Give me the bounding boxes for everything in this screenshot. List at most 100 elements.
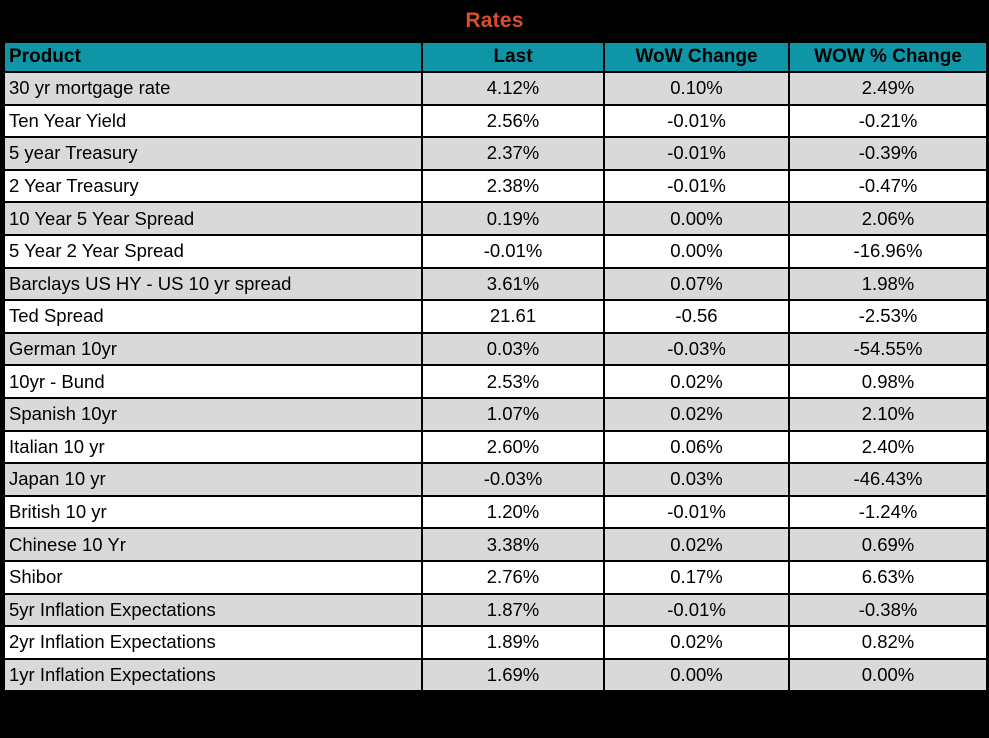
- wow-change-cell: 0.10%: [603, 71, 790, 106]
- title-band: Rates: [0, 0, 989, 41]
- wow-pct-change-cell: 0.00%: [788, 657, 988, 693]
- wow-change-cell: 0.17%: [603, 559, 790, 595]
- column-header-wow-pct-change: WOW % Change: [788, 41, 988, 73]
- wow-change-cell: -0.01%: [603, 168, 790, 204]
- last-cell: 1.07%: [421, 396, 605, 432]
- table-row: 2 Year Treasury 2.38% -0.01% -0.47%: [3, 168, 988, 204]
- table-row: 1yr Inflation Expectations 1.69% 0.00% 0.00…: [3, 657, 988, 693]
- last-cell: 2.60%: [421, 429, 605, 465]
- last-cell: 0.03%: [421, 331, 605, 367]
- wow-pct-change-cell: -0.21%: [788, 103, 988, 139]
- product-cell: 2 Year Treasury: [3, 168, 423, 204]
- table-row: Spanish 10yr 1.07% 0.02% 2.10%: [3, 396, 988, 432]
- wow-change-cell: 0.02%: [603, 527, 790, 562]
- wow-pct-change-cell: -2.53%: [788, 299, 988, 334]
- table-row: Chinese 10 Yr 3.38% 0.02% 0.69%: [3, 527, 988, 562]
- wow-pct-change-cell: 0.82%: [788, 625, 988, 660]
- wow-change-cell: -0.01%: [603, 592, 790, 628]
- last-cell: 2.53%: [421, 364, 605, 399]
- last-cell: -0.01%: [421, 233, 605, 269]
- product-cell: Italian 10 yr: [3, 429, 423, 465]
- product-cell: 5 year Treasury: [3, 136, 423, 171]
- last-cell: 1.69%: [421, 657, 605, 693]
- wow-change-cell: 0.02%: [603, 364, 790, 399]
- column-header-last: Last: [421, 41, 605, 73]
- product-cell: 10 Year 5 Year Spread: [3, 201, 423, 236]
- wow-change-cell: 0.00%: [603, 233, 790, 269]
- product-cell: Spanish 10yr: [3, 396, 423, 432]
- table-row: 5yr Inflation Expectations 1.87% -0.01% -0.…: [3, 592, 988, 628]
- table-row: Ted Spread 21.61 -0.56 -2.53%: [3, 299, 988, 334]
- wow-change-cell: 0.03%: [603, 462, 790, 497]
- wow-pct-change-cell: 1.98%: [788, 266, 988, 302]
- last-cell: 3.61%: [421, 266, 605, 302]
- table-row: British 10 yr 1.20% -0.01% -1.24%: [3, 494, 988, 530]
- last-cell: 0.19%: [421, 201, 605, 236]
- rates-data-table: Product Last WoW Change WOW % Change 30 …: [3, 41, 988, 693]
- wow-pct-change-cell: -0.39%: [788, 136, 988, 171]
- wow-pct-change-cell: -46.43%: [788, 462, 988, 497]
- wow-pct-change-cell: 2.10%: [788, 396, 988, 432]
- table-row: 5 year Treasury 2.37% -0.01% -0.39%: [3, 136, 988, 171]
- product-cell: 30 yr mortgage rate: [3, 71, 423, 106]
- table-title: Rates: [465, 8, 524, 32]
- wow-pct-change-cell: 2.49%: [788, 71, 988, 106]
- table-body: 30 yr mortgage rate 4.12% 0.10% 2.49% Ten Ye…: [3, 71, 988, 693]
- product-cell: 5yr Inflation Expectations: [3, 592, 423, 628]
- product-cell: Shibor: [3, 559, 423, 595]
- table-row: Japan 10 yr -0.03% 0.03% -46.43%: [3, 462, 988, 497]
- last-cell: 2.76%: [421, 559, 605, 595]
- header-row: Product Last WoW Change WOW % Change: [3, 41, 988, 73]
- wow-pct-change-cell: -0.47%: [788, 168, 988, 204]
- wow-change-cell: 0.00%: [603, 201, 790, 236]
- wow-pct-change-cell: -0.38%: [788, 592, 988, 628]
- product-cell: Chinese 10 Yr: [3, 527, 423, 562]
- wow-pct-change-cell: 2.40%: [788, 429, 988, 465]
- product-cell: German 10yr: [3, 331, 423, 367]
- wow-pct-change-cell: 0.98%: [788, 364, 988, 399]
- table-row: Italian 10 yr 2.60% 0.06% 2.40%: [3, 429, 988, 465]
- last-cell: -0.03%: [421, 462, 605, 497]
- last-cell: 2.38%: [421, 168, 605, 204]
- wow-pct-change-cell: 2.06%: [788, 201, 988, 236]
- table-row: 30 yr mortgage rate 4.12% 0.10% 2.49%: [3, 71, 988, 106]
- last-cell: 3.38%: [421, 527, 605, 562]
- wow-change-cell: 0.07%: [603, 266, 790, 302]
- wow-pct-change-cell: -16.96%: [788, 233, 988, 269]
- product-cell: Ted Spread: [3, 299, 423, 334]
- product-cell: 5 Year 2 Year Spread: [3, 233, 423, 269]
- wow-change-cell: 0.02%: [603, 396, 790, 432]
- wow-change-cell: 0.00%: [603, 657, 790, 693]
- wow-change-cell: 0.02%: [603, 625, 790, 660]
- product-cell: British 10 yr: [3, 494, 423, 530]
- last-cell: 21.61: [421, 299, 605, 334]
- wow-change-cell: -0.56: [603, 299, 790, 334]
- column-header-wow-change: WoW Change: [603, 41, 790, 73]
- wow-change-cell: -0.01%: [603, 136, 790, 171]
- product-cell: Japan 10 yr: [3, 462, 423, 497]
- last-cell: 2.37%: [421, 136, 605, 171]
- wow-change-cell: 0.06%: [603, 429, 790, 465]
- wow-change-cell: -0.03%: [603, 331, 790, 367]
- table-header: Product Last WoW Change WOW % Change: [3, 41, 988, 73]
- product-cell: 2yr Inflation Expectations: [3, 625, 423, 660]
- wow-change-cell: -0.01%: [603, 103, 790, 139]
- wow-pct-change-cell: -54.55%: [788, 331, 988, 367]
- wow-pct-change-cell: -1.24%: [788, 494, 988, 530]
- wow-change-cell: -0.01%: [603, 494, 790, 530]
- wow-pct-change-cell: 6.63%: [788, 559, 988, 595]
- table-row: 5 Year 2 Year Spread -0.01% 0.00% -16.96%: [3, 233, 988, 269]
- table-row: 10 Year 5 Year Spread 0.19% 0.00% 2.06%: [3, 201, 988, 236]
- product-cell: 10yr - Bund: [3, 364, 423, 399]
- column-header-product: Product: [3, 41, 423, 73]
- table-row: Barclays US HY - US 10 yr spread 3.61% 0.0…: [3, 266, 988, 302]
- last-cell: 1.89%: [421, 625, 605, 660]
- last-cell: 2.56%: [421, 103, 605, 139]
- last-cell: 1.87%: [421, 592, 605, 628]
- table-row: Ten Year Yield 2.56% -0.01% -0.21%: [3, 103, 988, 139]
- product-cell: Barclays US HY - US 10 yr spread: [3, 266, 423, 302]
- last-cell: 4.12%: [421, 71, 605, 106]
- product-cell: 1yr Inflation Expectations: [3, 657, 423, 693]
- table-row: German 10yr 0.03% -0.03% -54.55%: [3, 331, 988, 367]
